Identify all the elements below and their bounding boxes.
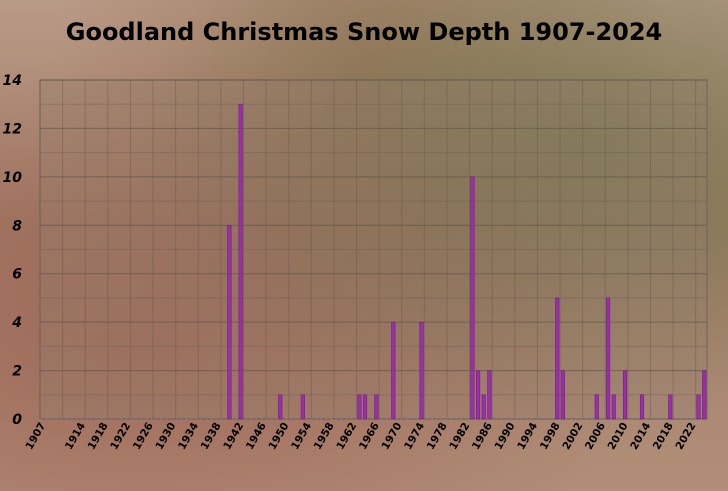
bar-1964 [362,394,368,420]
bar-1999 [560,370,565,420]
y-tick-label: 14 [3,73,22,89]
bar-1969 [391,321,396,420]
x-tick-label: 1946 [244,421,269,452]
x-tick-label: 2022 [673,421,698,452]
bar-series [227,103,707,420]
bar-2018 [668,394,673,420]
x-tick-label: 1918 [86,421,111,452]
bar-2023 [696,394,701,420]
x-tick-label: 1990 [493,421,518,452]
bar-1940 [227,225,232,420]
x-tick-label: 1962 [334,421,359,452]
x-tick-label: 1954 [289,421,314,452]
y-tick-label: 12 [3,121,22,137]
y-tick-label: 8 [12,218,22,234]
bar-2008 [611,394,616,420]
bar-1986 [487,370,492,420]
bar-2010 [622,370,628,420]
x-tick-label: 1998 [538,421,563,452]
bar-1974 [419,321,424,420]
bar-1966 [374,394,379,420]
bar-2007 [606,297,611,420]
chart-title: Goodland Christmas Snow Depth 1907-2024 [65,18,663,46]
y-tick-label: 2 [12,364,22,380]
x-tick-label: 1994 [515,421,540,452]
x-tick-label: 2014 [628,421,653,452]
x-tick-label: 1978 [425,421,450,452]
x-tick-label: 1934 [176,421,201,452]
x-tick-label: 1966 [357,421,382,452]
y-tick-label: 10 [3,170,23,186]
x-tick-label: 1938 [199,421,224,452]
x-tick-label: 1926 [131,421,156,452]
bar-1984 [476,370,481,420]
x-tick-label: 1986 [470,420,495,451]
bar-1963 [357,394,362,420]
plot-area [39,79,708,420]
x-tick-label: 1907 [23,421,48,452]
bar-1949 [278,394,283,420]
x-tick-label: 1914 [63,421,88,452]
bar-1983 [470,176,475,420]
x-tick-label: 1982 [447,421,472,452]
bar-2013 [639,394,645,420]
y-tick-label: 0 [12,412,22,428]
x-tick-label: 2018 [651,421,676,452]
y-tick-label: 6 [12,267,22,283]
bar-1953 [300,394,305,420]
x-axis-ticks: 1907 191419181922192619301934193819421946… [23,420,698,451]
x-tick-label: 2010 [606,421,631,452]
x-tick-label: 1970 [380,421,405,452]
x-tick-label: 1942 [221,421,246,452]
bar-2005 [594,394,599,420]
x-tick-label: 1930 [153,421,178,452]
x-tick-label: 1974 [402,421,427,452]
bar-2024 [702,370,707,420]
x-tick-label: 2006 [583,421,608,452]
y-axis-ticks: 0 2 4 6 8 10 12 14 [3,73,23,428]
x-tick-label: 2002 [560,421,585,452]
x-tick-label: 1958 [312,421,337,452]
bar-1942 [238,103,243,420]
bar-1998 [555,297,560,420]
x-tick-label: 1922 [108,421,133,452]
bar-1985 [481,394,486,420]
horizontal-gridlines [40,79,707,420]
y-tick-label: 4 [11,315,22,331]
x-tick-label: 1950 [266,421,291,452]
vertical-gridlines [39,80,697,419]
